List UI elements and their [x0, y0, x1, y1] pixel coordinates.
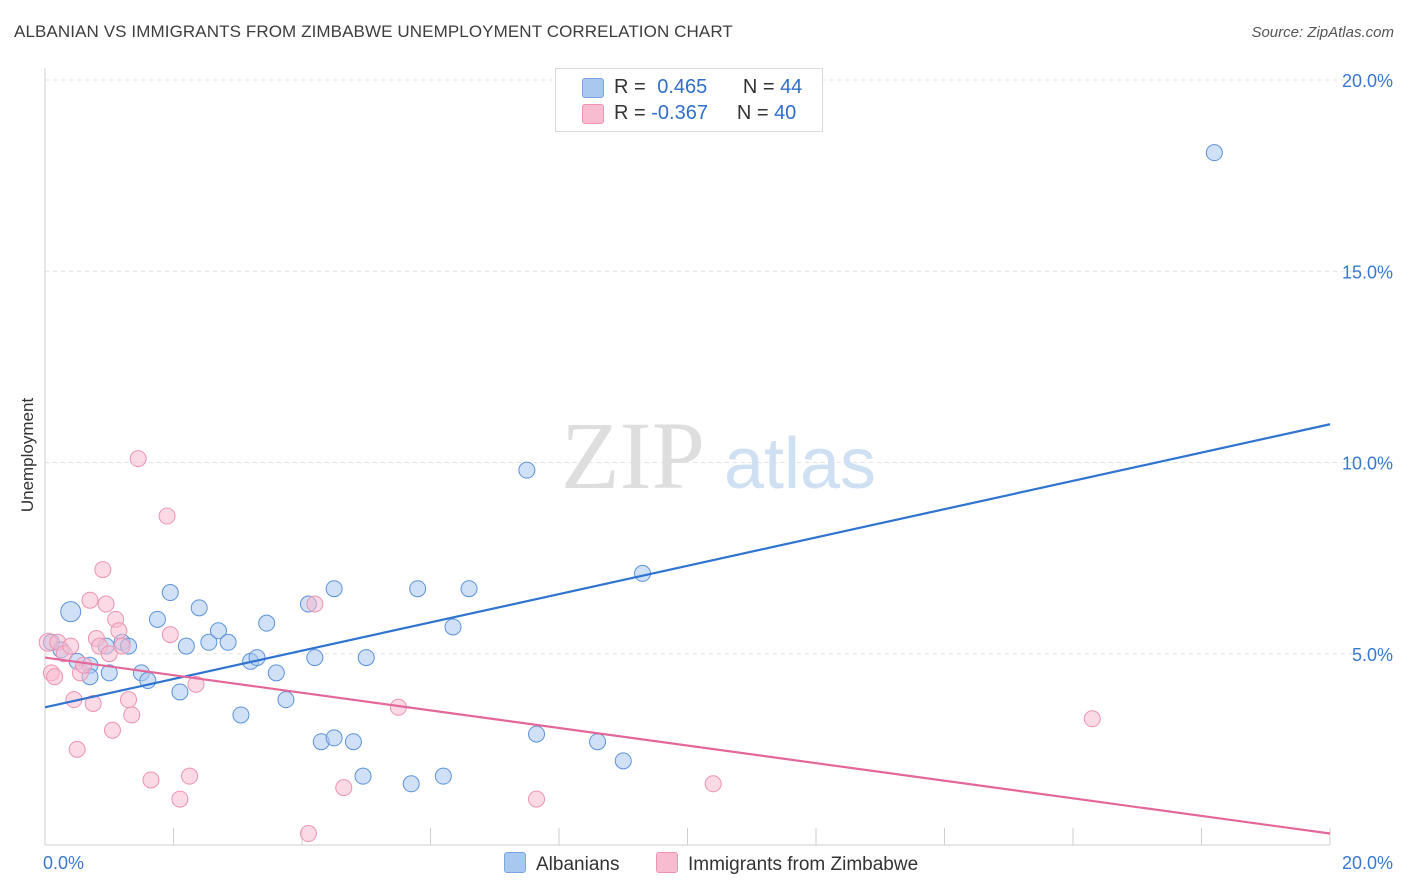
albanians-point — [409, 580, 427, 598]
x-tick-label: 20.0% — [1342, 853, 1393, 873]
zimbabwe-point — [161, 626, 179, 644]
legend-swatch-albanians — [582, 78, 604, 98]
grid — [45, 79, 1392, 655]
albanians-point — [148, 610, 166, 628]
y-tick-label: 15.0% — [1342, 262, 1393, 282]
albanians-point — [232, 706, 250, 724]
zimbabwe-point — [97, 595, 115, 613]
watermark-zip: ZIP — [561, 402, 705, 509]
zimbabwe-point — [306, 595, 324, 613]
albanians-point — [306, 649, 324, 667]
zimbabwe-point — [94, 561, 112, 579]
zimbabwe-point — [84, 694, 102, 712]
trend-lines — [44, 423, 1331, 835]
y-tick-label: 5.0% — [1352, 645, 1393, 665]
tick-labels: 5.0% 10.0% 15.0% 20.0% 0.0% 20.0% — [43, 71, 1393, 873]
zimbabwe-point — [704, 775, 722, 793]
zimbabwe-point — [100, 645, 118, 663]
watermark-atlas: atlas — [724, 424, 876, 504]
zimbabwe-point — [335, 779, 353, 797]
albanians-point — [277, 691, 295, 709]
legend-label: Immigrants from Zimbabwe — [688, 854, 919, 875]
zimbabwe-point — [123, 706, 141, 724]
watermark: ZIP atlas — [561, 402, 876, 509]
legend-swatch-zimbabwe — [656, 852, 678, 873]
albanians-point — [171, 683, 189, 701]
zimbabwe-trend-line — [44, 656, 1331, 835]
r-label: R = — [614, 76, 646, 98]
albanians-point — [614, 752, 632, 770]
zimbabwe-point — [1083, 710, 1101, 728]
zimbabwe-point — [46, 668, 64, 686]
n-value: 40 — [774, 102, 797, 124]
r-value: 0.465 — [657, 76, 708, 98]
y-tick-label: 20.0% — [1342, 71, 1393, 91]
zimbabwe-point — [68, 740, 86, 758]
albanians-point — [518, 461, 536, 479]
albanians-point — [325, 729, 343, 747]
albanians-point — [209, 622, 227, 640]
albanians-point — [200, 633, 218, 651]
legend-swatch-albanians — [504, 852, 526, 873]
points — [38, 144, 1223, 843]
zimbabwe-point — [528, 790, 546, 808]
albanians-point — [60, 601, 82, 623]
zimbabwe-point — [187, 675, 205, 693]
albanians-point — [1205, 144, 1223, 162]
albanians-point — [267, 664, 285, 682]
bottom-legend-zimbabwe: Immigrants from Zimbabwe — [656, 852, 918, 876]
albanians-point — [460, 580, 478, 598]
y-tick-label: 10.0% — [1342, 454, 1393, 474]
albanians-point — [528, 725, 546, 743]
zimbabwe-point — [62, 637, 80, 655]
albanians-point — [434, 767, 452, 785]
x-tick-label: 0.0% — [43, 853, 84, 873]
n-label: N = — [736, 102, 769, 124]
albanians-point — [344, 733, 362, 751]
r-label: R = — [614, 102, 646, 124]
albanians-point — [190, 599, 208, 617]
albanians-point — [402, 775, 420, 793]
bottom-legend-albanians: Albanians — [504, 852, 619, 876]
zimbabwe-point — [113, 637, 131, 655]
zimbabwe-point — [129, 450, 147, 468]
legend-swatch-zimbabwe — [582, 104, 604, 124]
albanians-point — [325, 580, 343, 598]
albanians-point — [354, 767, 372, 785]
chart-title: ALBANIAN VS IMMIGRANTS FROM ZIMBABWE UNE… — [14, 22, 733, 41]
albanians-point — [589, 733, 607, 751]
albanians-point — [258, 614, 276, 632]
zimbabwe-point — [81, 591, 99, 609]
zimbabwe-point — [120, 691, 138, 709]
legend-text: R = 0.465 N = 44 — [614, 76, 802, 99]
zimbabwe-point — [299, 825, 317, 843]
albanians-point — [444, 618, 462, 636]
albanians-trend-line — [44, 423, 1331, 709]
stats-legend: R = 0.465 N = 44 R = -0.367 N = 40 — [555, 68, 823, 132]
albanians-point — [357, 649, 375, 667]
zimbabwe-point — [158, 507, 176, 525]
zimbabwe-point — [181, 767, 199, 785]
zimbabwe-point — [142, 771, 160, 789]
zimbabwe-point — [171, 790, 189, 808]
source-label: Source: ZipAtlas.com — [1251, 24, 1394, 41]
n-label: N = — [742, 76, 775, 98]
albanians-point — [100, 664, 118, 682]
legend-label: Albanians — [536, 854, 620, 875]
r-value: -0.367 — [651, 102, 708, 124]
zimbabwe-point — [103, 721, 121, 739]
zimbabwe-point — [110, 622, 128, 640]
albanians-point — [248, 649, 266, 667]
albanians-point — [177, 637, 195, 655]
legend-text: R = -0.367 N = 40 — [614, 102, 796, 125]
zimbabwe-point — [75, 656, 93, 674]
albanians-point — [219, 633, 237, 651]
n-value: 44 — [780, 76, 803, 98]
albanians-point — [161, 584, 179, 602]
